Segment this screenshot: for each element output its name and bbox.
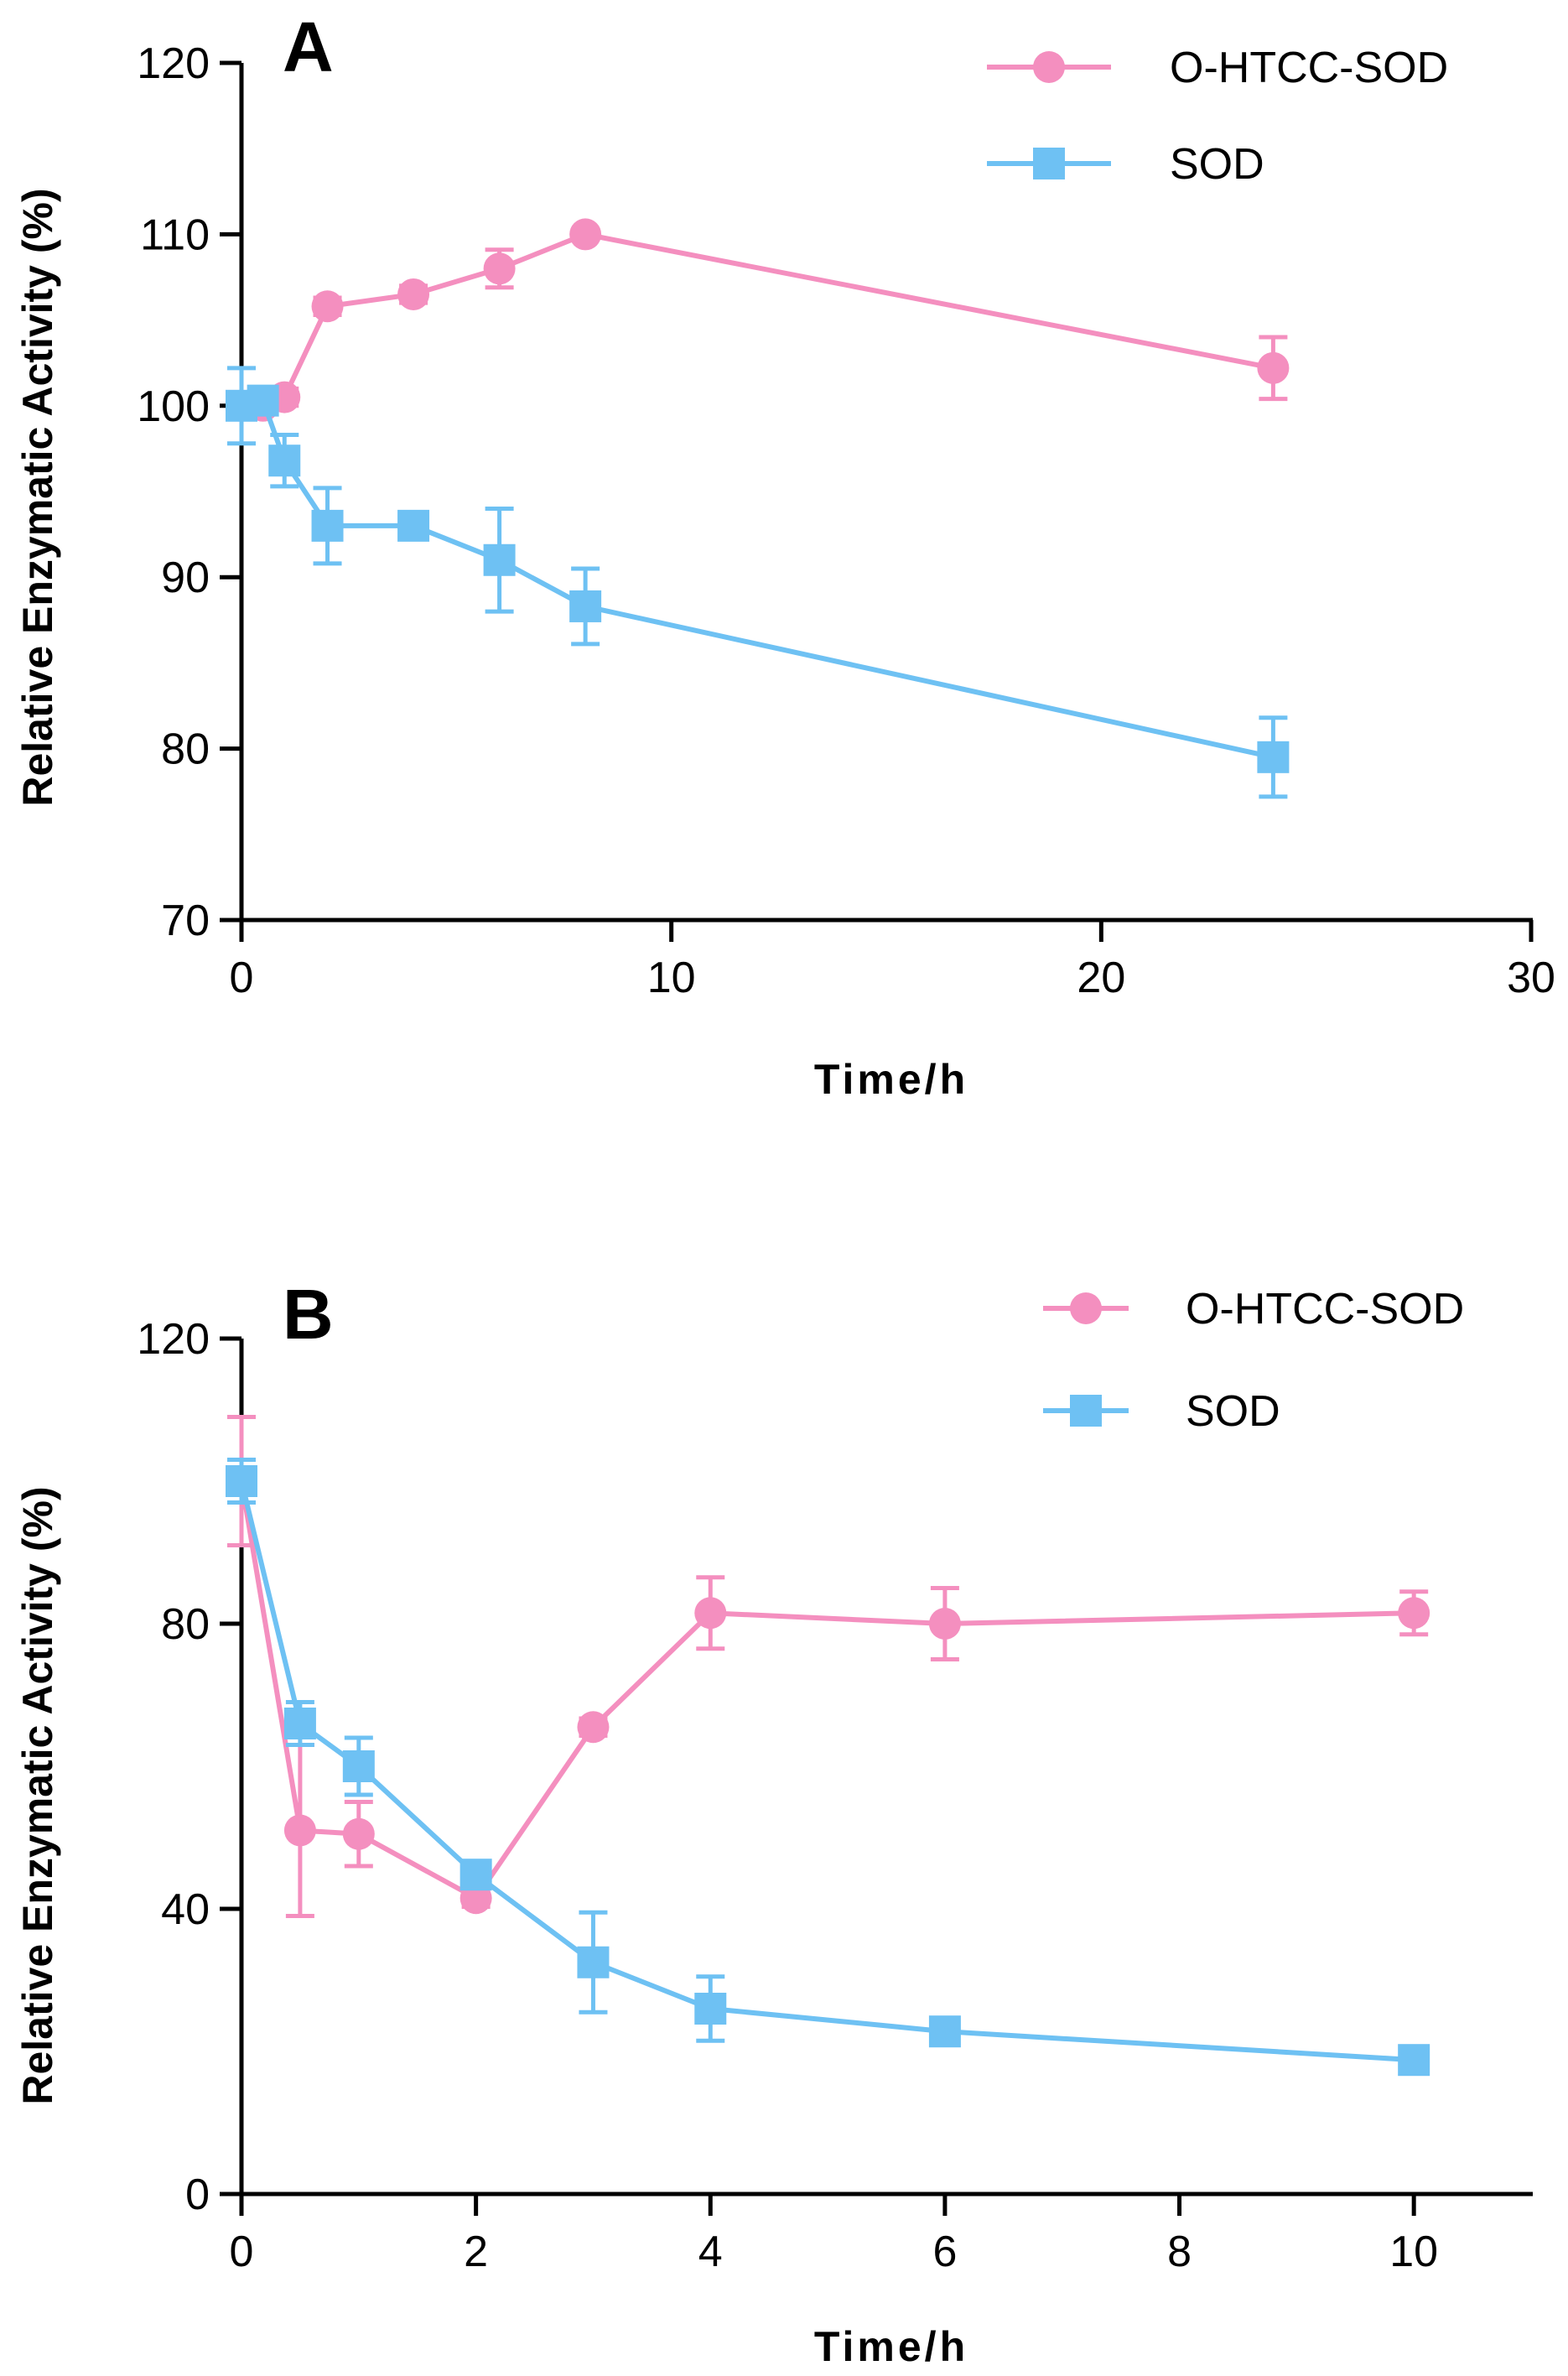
legend-label-sod: SOD — [1186, 1387, 1280, 1436]
data-point-sod — [1257, 741, 1290, 773]
x-tick-label-b: 8 — [1167, 2228, 1192, 2276]
chart-panel-b: B Relative Enzymatic Activity (%) Time/h… — [14, 1275, 1533, 2370]
data-point-o-htcc-sod — [283, 1814, 316, 1847]
data-point-sod — [1398, 2044, 1430, 2077]
data-point-sod — [342, 1750, 375, 1782]
panel-letter-b: B — [283, 1275, 334, 1354]
legend-label-o-htcc-sod: O-HTCC-SOD — [1186, 1285, 1464, 1334]
data-point-sod — [459, 1859, 492, 1891]
x-tick-label-a: 0 — [230, 954, 254, 1002]
x-tick-label-b: 6 — [932, 2228, 957, 2276]
x-axis-title-a: Time/h — [814, 1056, 968, 1103]
x-tick-label-a: 10 — [647, 954, 696, 1002]
legend-marker-sod — [1033, 148, 1065, 179]
series-line-o-htcc-sod-b — [239, 1480, 1415, 1902]
y-tick-label-a: 120 — [137, 39, 210, 88]
x-tick-label-a: 30 — [1507, 954, 1555, 1002]
y-tick-label-b: 0 — [185, 2171, 210, 2219]
data-point-sod — [268, 445, 301, 477]
legend-marker-o-htcc-sod — [1070, 1292, 1102, 1324]
panel-letter-a: A — [283, 8, 334, 86]
data-point-sod — [569, 590, 602, 622]
data-point-o-htcc-sod — [577, 1711, 610, 1744]
data-point-o-htcc-sod — [311, 290, 344, 323]
y-tick-label-a: 70 — [161, 897, 210, 945]
data-point-o-htcc-sod — [397, 278, 430, 310]
y-axis-title-b: Relative Enzymatic Activity (%) — [14, 1486, 61, 2104]
data-point-sod — [577, 1946, 610, 1978]
x-tick-label-b: 10 — [1389, 2228, 1438, 2276]
y-tick-label-a: 80 — [161, 725, 210, 774]
y-tick-label-b: 120 — [137, 1315, 210, 1364]
x-tick-label-a: 20 — [1077, 954, 1125, 1002]
data-point-sod — [311, 509, 344, 542]
data-point-o-htcc-sod — [1398, 1597, 1430, 1630]
chart-panel-a: A Relative Enzymatic Activity (%) Time/h… — [14, 8, 1555, 1103]
data-point-o-htcc-sod — [694, 1597, 727, 1630]
data-point-o-htcc-sod — [1257, 351, 1290, 384]
x-tick-label-b: 0 — [230, 2228, 254, 2276]
y-tick-label-a: 90 — [161, 554, 210, 602]
x-axis-title-b: Time/h — [814, 2323, 968, 2370]
data-point-sod — [483, 543, 516, 576]
x-tick-label-b: 4 — [698, 2228, 723, 2276]
legend-label-o-htcc-sod: O-HTCC-SOD — [1170, 44, 1448, 92]
y-tick-label-a: 100 — [137, 382, 210, 431]
y-tick-label-b: 40 — [161, 1885, 210, 1934]
data-point-o-htcc-sod — [483, 252, 516, 285]
data-point-o-htcc-sod — [928, 1608, 961, 1640]
data-point-sod — [283, 1708, 316, 1739]
data-point-sod — [397, 509, 430, 542]
series-line-o-htcc-sod-a — [241, 231, 1274, 408]
legend-label-sod: SOD — [1170, 140, 1264, 189]
data-point-sod — [928, 2015, 961, 2048]
series-line-sod-a — [241, 398, 1275, 760]
data-point-sod — [247, 384, 279, 417]
series-line-sod-b — [239, 1480, 1415, 2063]
data-point-sod — [694, 1993, 727, 2025]
legend-marker-o-htcc-sod — [1033, 51, 1065, 83]
x-tick-label-b: 2 — [464, 2228, 488, 2276]
data-point-sod — [226, 1465, 257, 1497]
data-point-o-htcc-sod — [342, 1817, 375, 1850]
y-tick-label-b: 80 — [161, 1600, 210, 1649]
legend-marker-sod — [1070, 1395, 1102, 1427]
y-tick-label-a: 110 — [140, 211, 210, 259]
y-axis-title-a: Relative Enzymatic Activity (%) — [14, 188, 61, 806]
data-point-o-htcc-sod — [569, 218, 602, 251]
